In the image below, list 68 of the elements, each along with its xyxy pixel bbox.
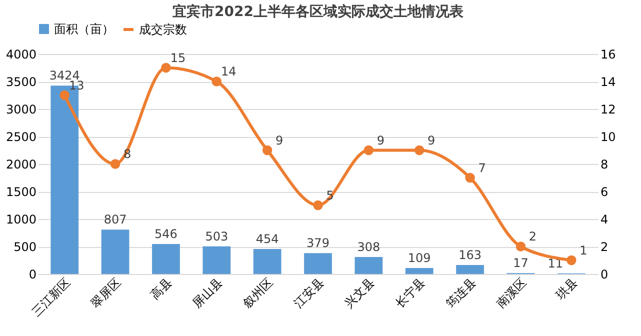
data-label: 9 [276,133,284,148]
x-tick-label: 高县 [148,275,174,302]
data-label: 109 [408,251,431,266]
bar [456,265,484,274]
data-label: 503 [205,229,228,244]
y2-tick-label: 6 [600,185,608,199]
point [212,76,222,86]
point [414,145,424,156]
y-tick-label: 2500 [6,130,36,144]
x-tick-label: 长宁县 [392,275,428,310]
point [516,242,526,252]
point [161,62,171,73]
x-tick-label: 南溪区 [494,275,530,310]
y-tick-label: 3000 [6,102,36,116]
y2-tick-label: 4 [600,212,608,226]
point [465,172,475,183]
x-tick-label: 筠连县 [443,275,479,310]
x-tick-label: 兴文县 [342,275,378,310]
data-label: 1 [580,243,588,258]
bar [354,257,383,274]
x-tick-label: 翠屏区 [88,275,124,310]
y-tick-label: 1000 [6,212,36,226]
y-tick-label: 1500 [6,185,36,199]
y2-tick-label: 0 [600,268,608,282]
chart-title: 宜宾市2022上半年各区域实际成交土地情况表 [172,3,464,20]
y-tick-label: 0 [28,268,36,282]
data-label: 807 [104,212,127,227]
bar [202,246,231,274]
point [566,255,576,266]
x-tick-label: 屏山县 [190,275,226,310]
x-tick-label: 江安县 [291,275,326,310]
legend-label: 面积（亩） [54,22,114,36]
y-tick-label: 2000 [6,158,36,172]
y-tick-label: 500 [14,240,36,254]
bar [405,268,434,274]
point [262,145,272,156]
point [60,90,70,100]
bar [304,253,332,274]
y2-tick-label: 14 [600,75,616,89]
bar [101,230,130,274]
y2-tick-label: 16 [600,48,616,62]
x-tick-label: 珙县 [553,275,580,302]
bar [152,244,180,274]
data-label: 2 [528,230,537,244]
data-label: 5 [326,188,334,202]
point [110,159,120,169]
data-label: 9 [428,133,436,148]
data-label: 379 [306,236,330,250]
y2-tick-label: 8 [600,158,608,172]
y-tick-label: 3500 [6,75,36,89]
y-tick-label: 4000 [6,48,36,62]
y2-tick-label: 10 [600,130,616,144]
point [364,145,374,156]
point [313,200,323,210]
y2-tick-label: 2 [600,240,608,254]
data-label: 163 [458,248,482,262]
data-label: 546 [154,226,178,241]
x-tick-label: 叙州区 [240,275,276,310]
data-label: 9 [376,133,384,148]
data-label: 17 [513,256,528,270]
data-label: 15 [170,50,186,65]
data-label: 308 [357,240,380,254]
data-label: 14 [221,64,236,78]
legend-label: 成交宗数 [139,22,187,36]
data-label: 7 [478,160,486,175]
bar [253,249,282,274]
y2-tick-label: 12 [600,102,616,116]
data-label: 454 [256,232,279,246]
